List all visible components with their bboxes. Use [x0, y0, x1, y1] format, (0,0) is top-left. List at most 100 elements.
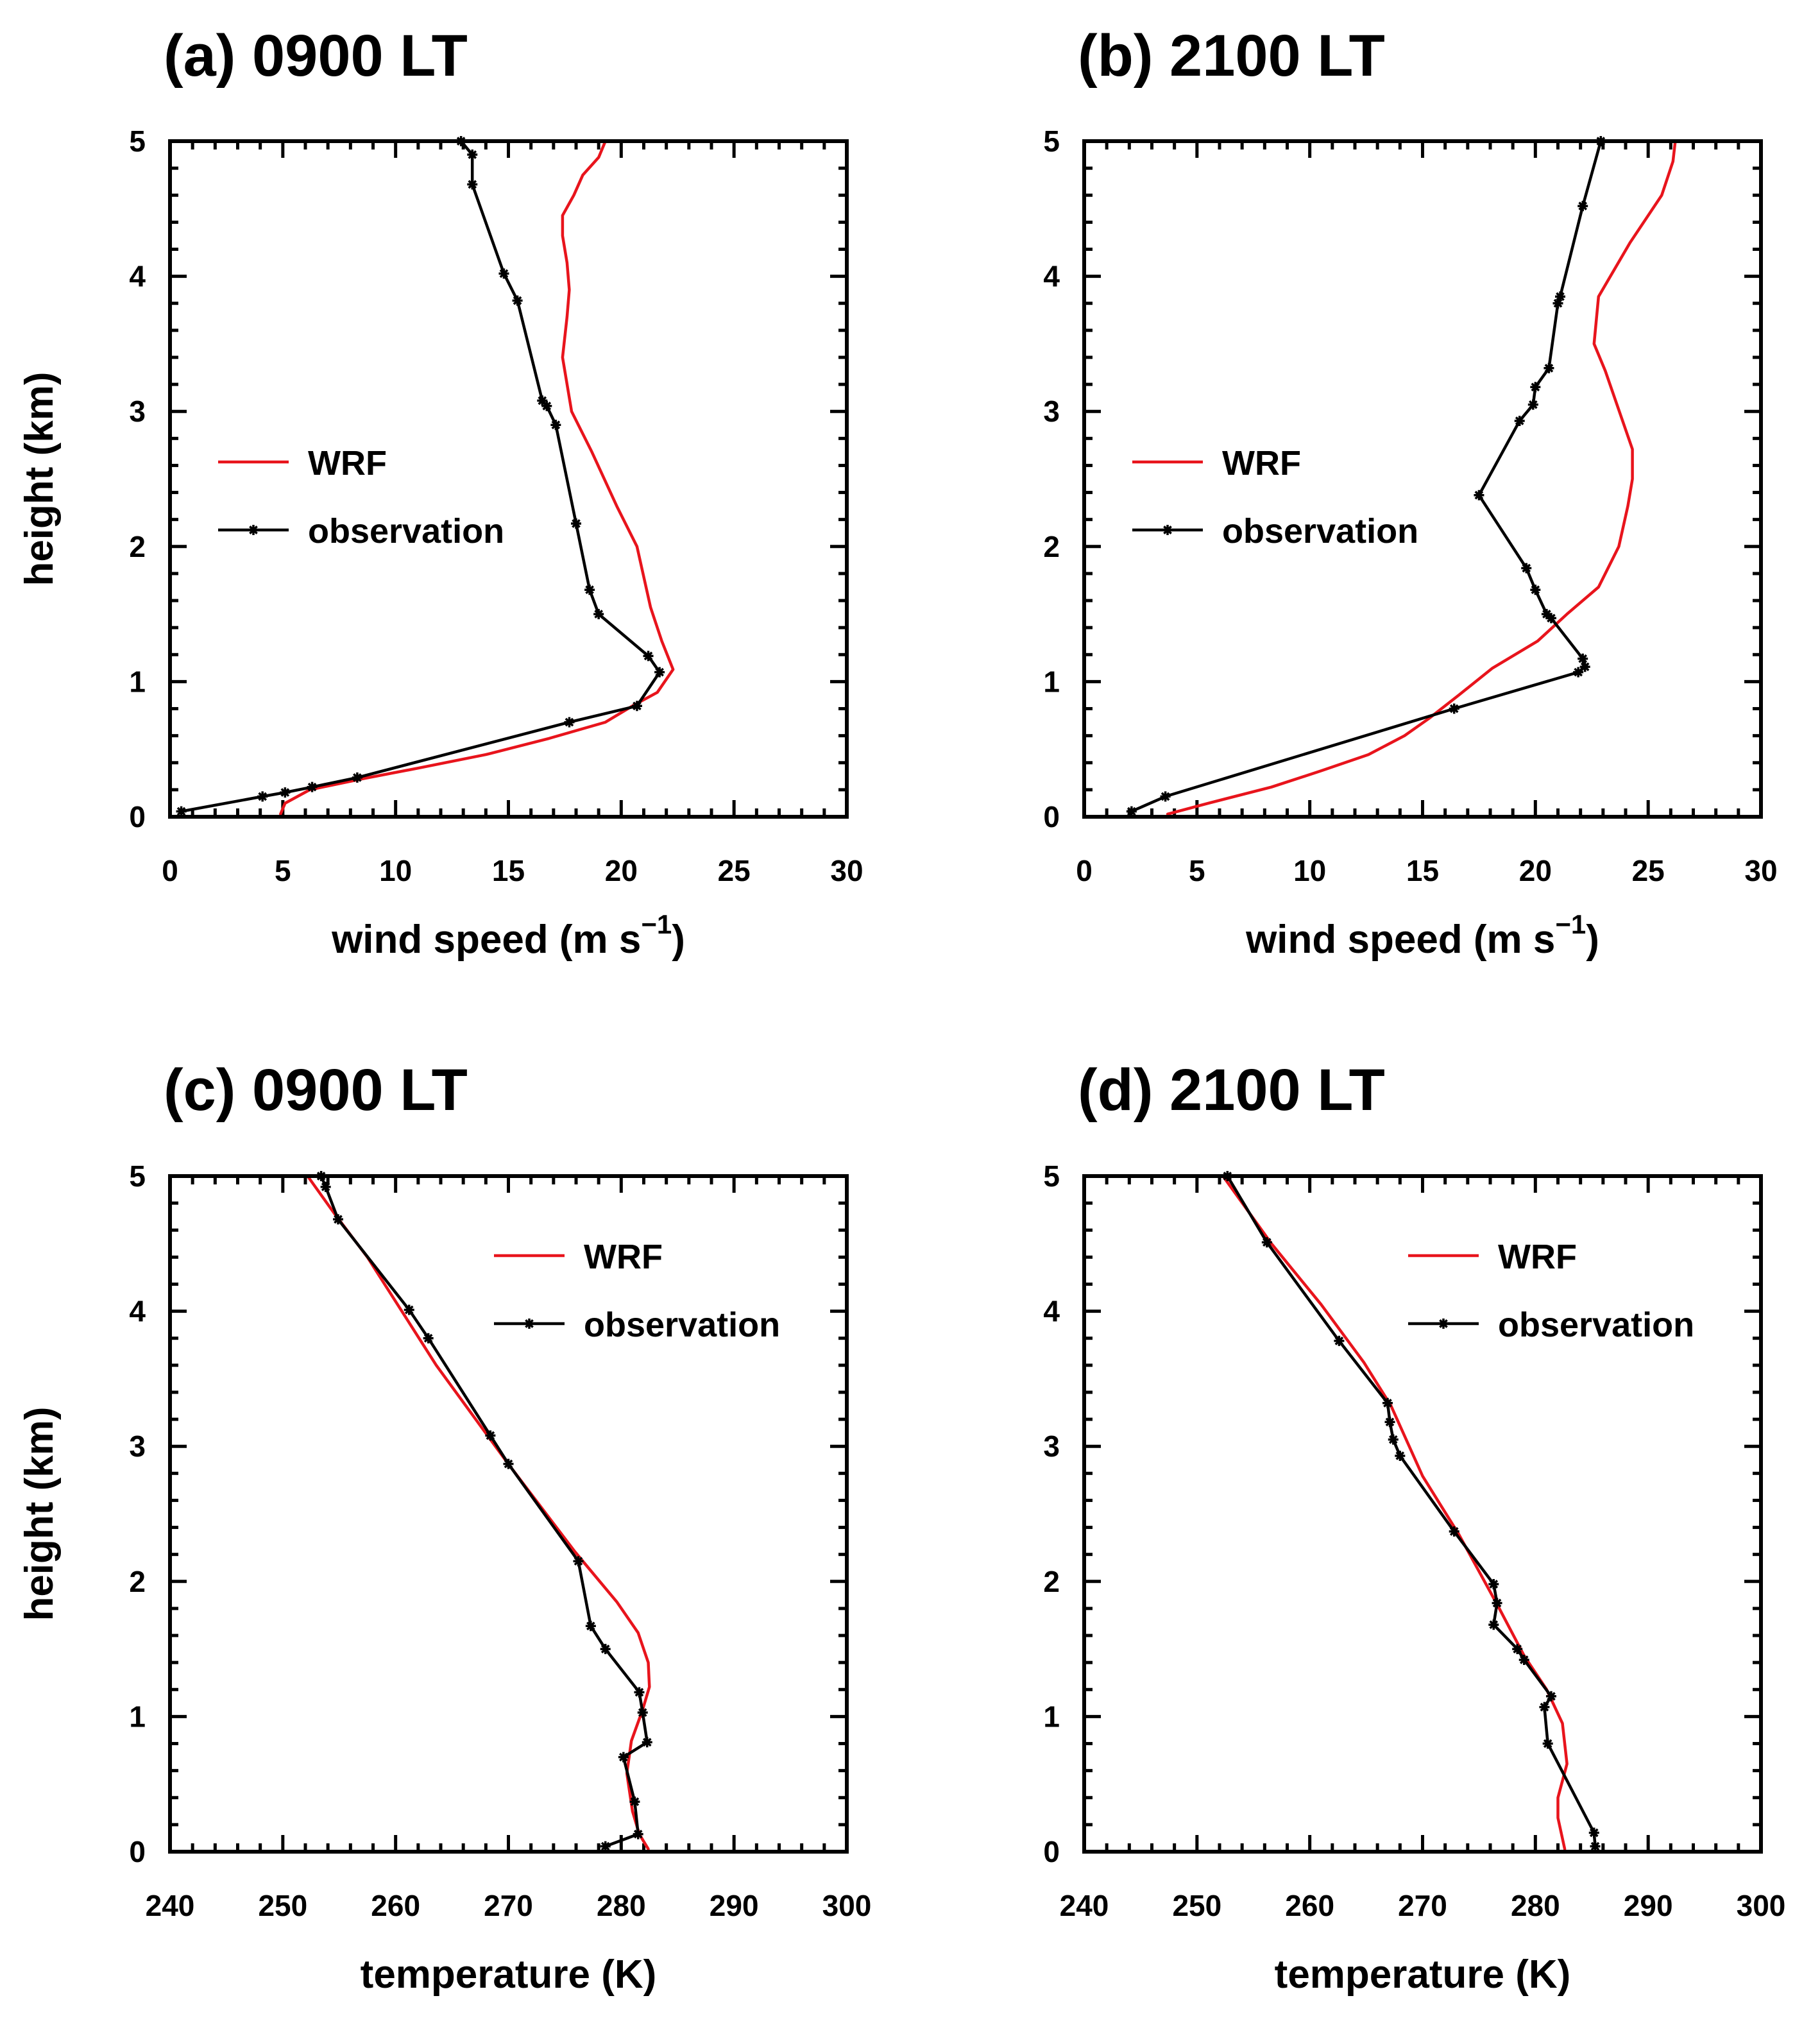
x-tick-label: 240 — [1060, 1889, 1109, 1922]
x-axis-label-close: ) — [1586, 918, 1599, 962]
y-axis-label: height (km) — [17, 1406, 62, 1621]
observation-marker — [1492, 1598, 1502, 1609]
wrf-line — [306, 1174, 651, 1851]
panel-a: (a) 0900 LT 0 5 10 15 20 25 30 0 1 2 3 4 5 wind speed … — [17, 23, 863, 962]
y-tick-label: 5 — [1043, 124, 1060, 158]
x-tick-label: 280 — [597, 1889, 646, 1922]
observation-line — [180, 139, 661, 813]
x-tick-label: 300 — [1737, 1889, 1786, 1922]
y-tick-label: 2 — [1043, 530, 1060, 563]
observation-marker — [1573, 667, 1584, 678]
legend: WRF observation — [494, 1238, 780, 1344]
plot-frame — [1082, 139, 1763, 819]
axis-ticks — [1082, 139, 1763, 819]
observation-marker — [498, 268, 509, 279]
y-axis-label: height (km) — [17, 371, 62, 586]
y-tick-label: 3 — [1043, 395, 1060, 428]
series-wrf — [279, 139, 675, 816]
panel-title: (b) 2100 LT — [1078, 23, 1385, 89]
observation-marker — [1382, 1397, 1393, 1408]
x-tick-label: 25 — [718, 854, 751, 887]
observation-marker — [629, 1797, 640, 1807]
series-wrf — [306, 1174, 651, 1851]
observation-marker — [1438, 1319, 1449, 1329]
y-tick-label: 3 — [129, 1430, 146, 1463]
panel-b: (b) 2100 LT 0 5 10 15 20 25 30 0 1 2 3 4 5 wind speed … — [1043, 23, 1777, 962]
x-tick-label: 260 — [1285, 1889, 1334, 1922]
observation-marker — [1544, 363, 1554, 373]
observation-marker — [1530, 382, 1541, 393]
observation-marker — [176, 806, 187, 817]
observation-marker — [307, 781, 318, 792]
observation-marker — [643, 651, 654, 662]
observation-marker — [637, 1707, 648, 1718]
observation-marker — [1542, 1738, 1553, 1749]
observation-marker — [654, 667, 665, 678]
observation-marker — [1521, 563, 1532, 574]
observation-marker — [1579, 662, 1590, 672]
legend-obs-label: observation — [1498, 1306, 1694, 1344]
y-tick-label: 5 — [1043, 1159, 1060, 1193]
x-tick-label: 20 — [605, 854, 638, 887]
observation-marker — [485, 1430, 496, 1441]
x-tick-label: 5 — [275, 854, 291, 887]
observation-marker — [280, 787, 291, 798]
panel-d: (d) 2100 LT 240 250 260 270 280 290 300 0 1 2 3 4 5 te… — [1043, 1057, 1785, 1997]
x-axis-label-exponent: −1 — [1555, 909, 1586, 939]
legend-wrf-label: WRF — [584, 1238, 663, 1276]
x-tick-label: 25 — [1632, 854, 1665, 887]
observation-marker — [600, 1841, 611, 1852]
observation-marker — [1527, 399, 1538, 410]
x-tick-label: 240 — [146, 1889, 195, 1922]
observation-marker — [320, 1181, 331, 1192]
y-tick-label: 2 — [129, 1565, 146, 1598]
observation-marker — [1578, 201, 1588, 212]
observation-marker — [503, 1458, 514, 1469]
observation-marker — [1449, 1526, 1459, 1537]
legend: WRF observation — [1132, 444, 1418, 551]
observation-marker — [1160, 791, 1171, 802]
observation-marker — [1384, 1417, 1395, 1428]
observation-marker — [1488, 1579, 1499, 1590]
observation-marker — [564, 717, 575, 728]
x-tick-label: 0 — [162, 854, 178, 887]
axis-ticks — [1082, 1174, 1763, 1854]
x-tick-label: 20 — [1519, 854, 1552, 887]
panel-title: (d) 2100 LT — [1078, 1057, 1385, 1123]
observation-marker — [537, 395, 548, 406]
x-tick-label: 15 — [492, 854, 525, 887]
legend-obs-label: observation — [1222, 512, 1418, 551]
x-tick-label: 270 — [1398, 1889, 1447, 1922]
observation-marker — [467, 179, 478, 190]
observation-marker — [248, 525, 259, 535]
x-tick-label: 0 — [1076, 854, 1093, 887]
y-tick-label: 1 — [129, 1700, 146, 1733]
observation-marker — [524, 1319, 534, 1329]
panel-title: (a) 0900 LT — [164, 23, 468, 89]
x-tick-label: 300 — [822, 1889, 872, 1922]
x-axis-label-text: wind speed (m s — [331, 918, 641, 962]
observation-marker — [1545, 1691, 1556, 1702]
x-axis-label: wind speed (m s−1) — [1245, 909, 1599, 962]
observation-marker — [423, 1333, 434, 1344]
x-axis-label: temperature (K) — [361, 1952, 657, 1997]
x-axis-label-exponent: −1 — [641, 909, 672, 939]
legend: WRF observation — [1408, 1238, 1694, 1344]
y-tick-label: 3 — [1043, 1430, 1060, 1463]
plot-frame — [1082, 1174, 1763, 1854]
observation-marker — [512, 295, 523, 306]
y-tick-label: 0 — [129, 800, 146, 833]
legend-wrf-label: WRF — [308, 444, 387, 482]
x-tick-label: 280 — [1511, 1889, 1560, 1922]
y-tick-label: 2 — [129, 530, 146, 563]
observation-marker — [1474, 490, 1484, 500]
observation-marker — [634, 1687, 645, 1698]
observation-marker — [1449, 703, 1459, 714]
x-tick-label: 10 — [1293, 854, 1326, 887]
observation-marker — [631, 701, 642, 712]
observation-marker — [1541, 609, 1552, 620]
y-tick-label: 1 — [1043, 1700, 1060, 1733]
observation-marker — [1512, 1644, 1523, 1655]
observation-marker — [1514, 415, 1525, 426]
